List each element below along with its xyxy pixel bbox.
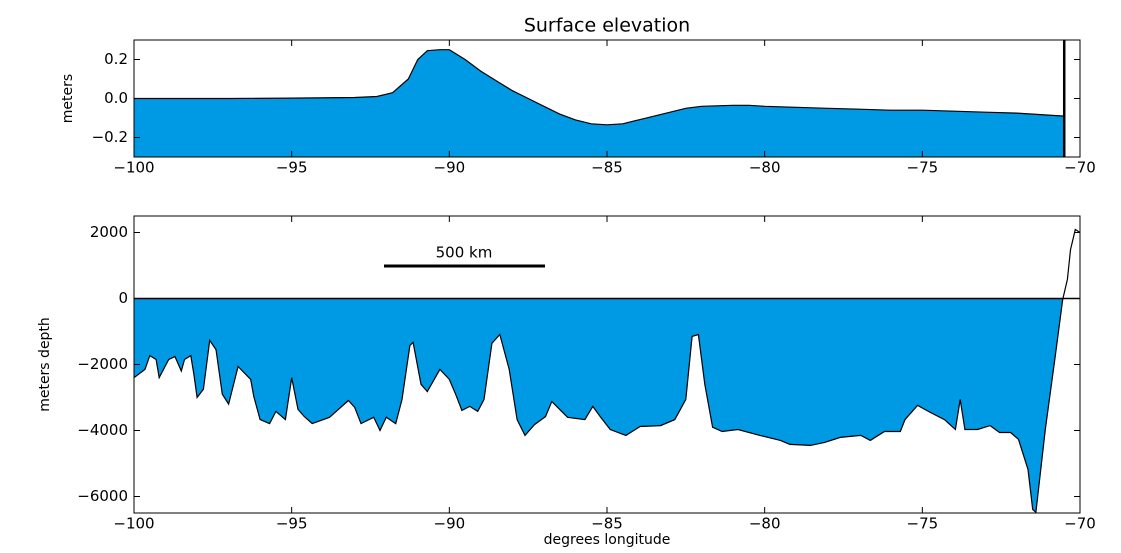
x-tick-label: −80 (749, 159, 781, 177)
area-fill (134, 49, 1065, 158)
y-axis-label: meters depth (37, 317, 53, 412)
area-line (134, 49, 1065, 126)
y-tick-label: 0.2 (104, 50, 128, 68)
x-tick-label: −100 (113, 159, 154, 177)
y-axis-label: meters (60, 74, 76, 123)
x-tick-label: −95 (276, 515, 308, 533)
x-tick-label: −80 (749, 515, 781, 533)
x-tick-label: −85 (591, 159, 623, 177)
y-tick-label: 0 (118, 289, 128, 307)
y-tick-label: −4000 (77, 421, 128, 439)
area-line (133, 228, 1081, 514)
y-tick-label: −6000 (77, 487, 128, 505)
x-tick-label: −70 (1064, 159, 1096, 177)
y-tick-label: −0.2 (92, 128, 128, 146)
x-tick-label: −90 (434, 159, 466, 177)
x-tick-label: −95 (276, 159, 308, 177)
x-axis-label: degrees longitude (544, 532, 671, 548)
x-tick-label: −70 (1064, 515, 1096, 533)
x-tick-label: −90 (434, 515, 466, 533)
y-tick-label: −2000 (77, 355, 128, 373)
x-tick-label: −85 (591, 515, 623, 533)
chart-title: Surface elevation (524, 15, 690, 37)
x-tick-label: −75 (907, 159, 939, 177)
x-tick-label: −100 (113, 515, 154, 533)
y-tick-label: 0.0 (104, 89, 128, 107)
x-tick-label: −75 (907, 515, 939, 533)
panel: −100 −95 −90 −85 −80 −75 −70 −0.2 0.0 0.2 Surface … (60, 15, 1096, 177)
y-tick-label: 2000 (90, 223, 128, 241)
panel: −100 −95 −90 −85 −80 −75 −70 −6000 −4000 −2000 0 20… (37, 215, 1096, 548)
scale-label: 500 km (436, 244, 493, 262)
area-fill (134, 298, 1080, 513)
